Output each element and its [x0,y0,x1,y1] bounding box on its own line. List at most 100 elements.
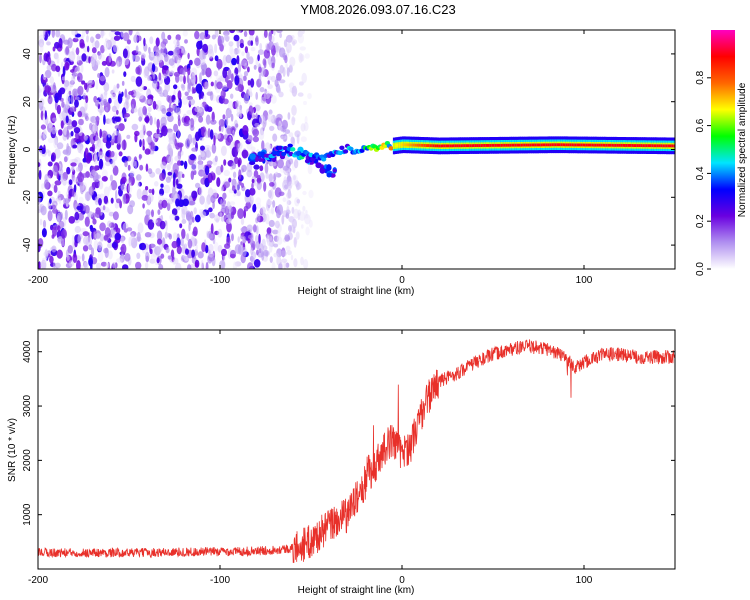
heatmap-cell [226,201,231,210]
heatmap-cell [545,143,549,147]
heatmap-cell [247,79,251,86]
heatmap-cell [51,245,57,253]
heatmap-cell [84,205,90,214]
heatmap-cell [95,79,99,90]
heatmap-cell [98,198,102,206]
heatmap-cell [103,98,108,106]
heatmap-cell [255,113,258,120]
heatmap-cell [120,236,125,244]
heatmap-cell [458,144,461,148]
heatmap-cell [170,249,175,258]
heatmap-cell [91,47,97,54]
heatmap-cell [39,42,44,53]
heatmap-cell [88,84,92,89]
x-tick-label: -100 [210,575,230,586]
heatmap-cell [104,227,111,238]
y-tick-label: 1000 [22,503,33,526]
heatmap-cell [130,75,136,83]
y-tick-label: 3000 [22,394,33,417]
heatmap-cell [302,205,306,212]
heatmap-cell [226,109,231,119]
heatmap-cell [157,209,161,216]
heatmap-cell [87,211,94,218]
heatmap-cell [64,197,70,204]
heatmap-cell [46,41,51,46]
heatmap-cell [145,255,149,263]
heatmap-cell [142,105,147,116]
heatmap-cell [105,262,110,269]
heatmap-cell [188,222,191,232]
heatmap-cell [398,143,401,147]
heatmap-cell [215,218,219,223]
heatmap-cell [271,95,277,104]
heatmap-cell [188,98,196,106]
heatmap-cell [257,54,260,62]
heatmap-cell [115,227,121,234]
colorbar: 0.0 0.2 0.4 0.6 0.8 Normalized spectral ampl… [695,30,748,276]
heatmap-cell [194,262,199,268]
heatmap-cell [440,144,443,148]
heatmap-cell [551,143,554,147]
heatmap-cell [230,48,236,60]
heatmap-cell [169,70,175,76]
heatmap-cell [241,51,245,56]
heatmap-cell [292,137,296,147]
heatmap-cell [238,147,242,154]
heatmap-cell [533,143,536,147]
heatmap-cell [65,46,70,55]
heatmap-cell [62,178,67,186]
heatmap-cell [242,125,249,136]
heatmap-cell [667,144,671,148]
heatmap-cell [186,109,194,115]
heatmap-cell [149,248,153,255]
heatmap-cell [263,90,271,100]
heatmap-cell [240,227,247,232]
heatmap-cell [51,30,55,38]
heatmap-cell [223,159,227,166]
heatmap-cell [573,143,576,147]
heatmap-cell [83,261,89,269]
heatmap-cell [66,129,70,140]
heatmap-cell [405,143,408,147]
heatmap-cell [474,144,478,147]
heatmap-cell [179,223,183,229]
heatmap-cell [277,230,281,242]
heatmap-cell [163,184,171,194]
heatmap-cell [108,53,112,63]
heatmap-cell [149,115,153,126]
heatmap-cell [77,145,81,152]
heatmap-cell [38,169,42,180]
heatmap-cell [74,225,82,234]
heatmap-cell [282,197,287,203]
snr-axes: -200 -100 0 100 1000 2000 3000 4000 [22,330,675,586]
heatmap-cell [177,160,182,166]
heatmap-cell [85,95,89,104]
heatmap-cell [174,215,180,221]
heatmap-cell [304,158,311,164]
heatmap-cell [52,226,57,237]
heatmap-cell [188,200,196,206]
heatmap-cell [162,38,168,45]
heatmap-cell [262,58,267,66]
heatmap-cell [181,173,185,178]
heatmap-cell [79,181,85,192]
heatmap-cell [119,31,124,40]
heatmap-cell [220,198,223,207]
heatmap-cell [87,80,94,85]
heatmap-cell [104,67,110,78]
heatmap-cell [164,231,168,239]
heatmap-cell [655,144,658,148]
heatmap-cell [136,174,142,181]
heatmap-cell [191,147,198,152]
heatmap-cell [315,162,322,169]
heatmap-cell [38,34,45,41]
heatmap-cell [261,140,265,151]
heatmap-cell [116,83,120,89]
heatmap-cell [540,143,543,147]
heatmap-cell [142,138,145,148]
colorbar-axis: 0.0 0.2 0.4 0.6 0.8 [695,70,711,276]
heatmap-cell [108,30,115,38]
heatmap-cell [251,178,255,184]
heatmap-cell [574,143,578,147]
colorbar-tick-label: 0.4 [695,166,706,180]
